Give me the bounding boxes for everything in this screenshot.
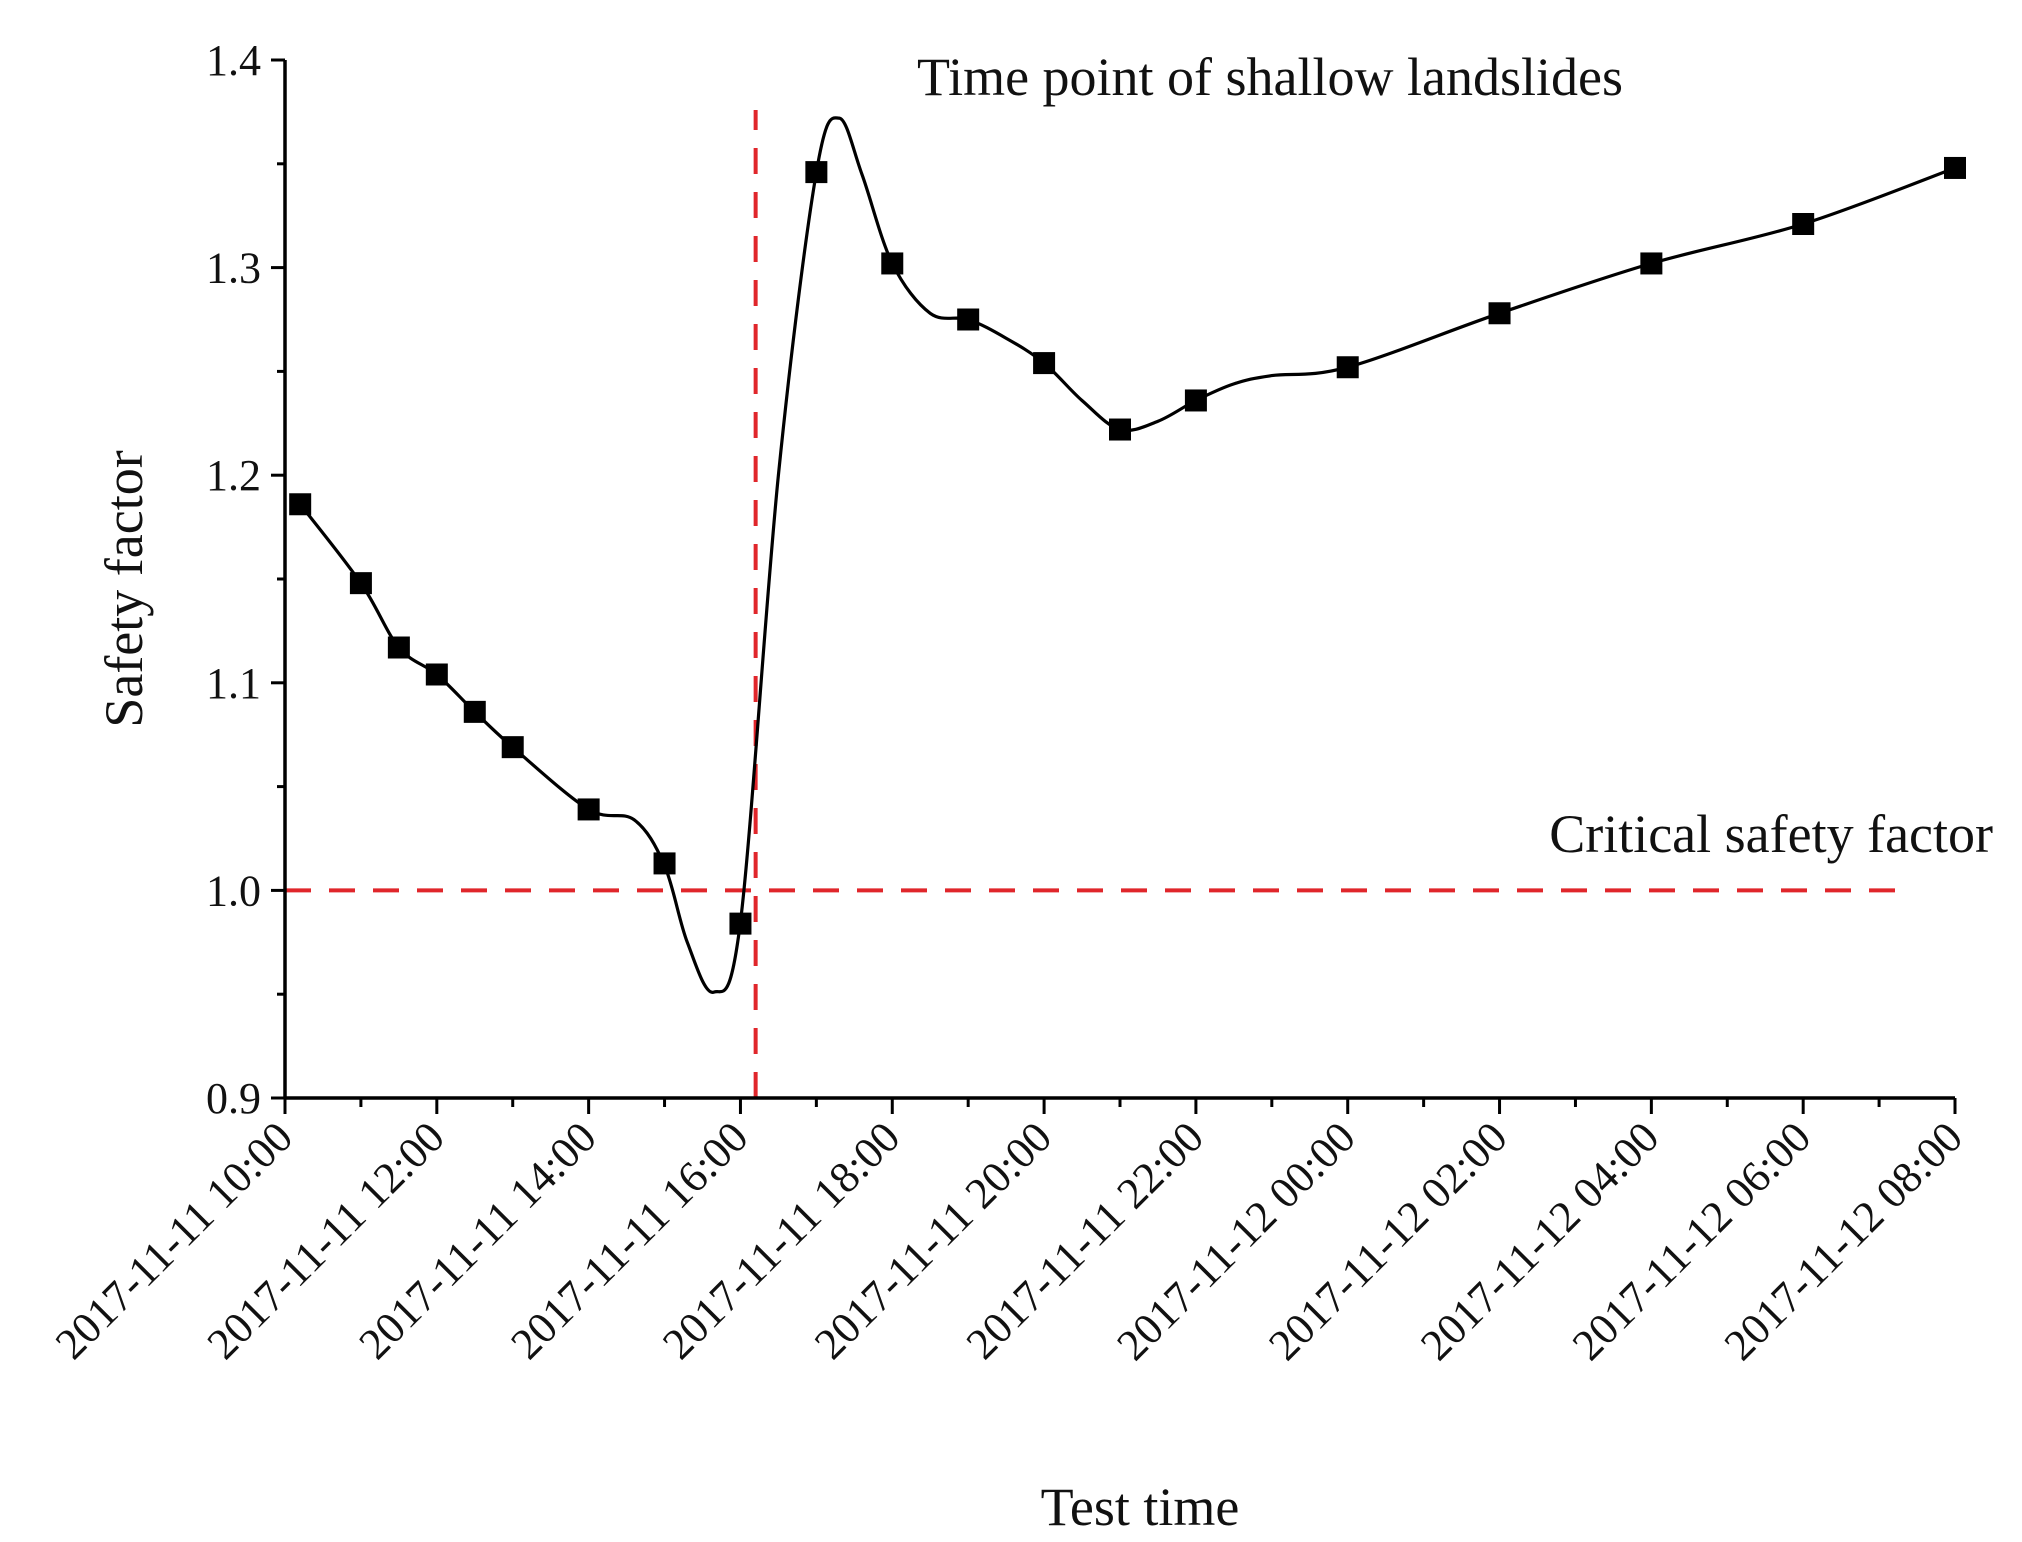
data-point	[729, 912, 752, 935]
data-point	[501, 736, 524, 759]
data-point	[1640, 252, 1663, 275]
data-point	[1184, 389, 1207, 412]
critical-safety-factor-annotation: Critical safety factor	[1549, 804, 1993, 864]
y-tick-label: 1.0	[206, 866, 261, 915]
y-tick-label: 1.4	[206, 36, 261, 85]
y-tick-label: 1.3	[206, 244, 261, 293]
data-point	[805, 161, 828, 184]
data-point	[577, 798, 600, 821]
data-point	[1488, 302, 1511, 325]
data-point	[425, 663, 448, 686]
data-point	[463, 700, 486, 723]
data-point	[653, 852, 676, 875]
data-point	[1033, 352, 1056, 375]
data-point	[957, 308, 980, 331]
y-tick-label: 0.9	[206, 1074, 261, 1123]
data-point	[1109, 418, 1131, 441]
reference-lines	[285, 110, 1902, 1098]
data-point	[349, 572, 372, 595]
y-axis-title: Safety factor	[94, 450, 154, 727]
data-point	[289, 493, 312, 516]
data-layer	[289, 116, 1966, 994]
data-point	[881, 252, 904, 275]
y-tick-label: 1.1	[206, 659, 261, 708]
data-point	[1792, 213, 1815, 236]
data-point	[1944, 156, 1966, 179]
landslide-time-annotation: Time point of shallow landslides	[917, 47, 1623, 107]
y-tick-label: 1.2	[206, 451, 261, 500]
x-axis-title: Test time	[1041, 1477, 1240, 1537]
data-point	[387, 636, 410, 659]
data-point	[1336, 356, 1359, 379]
